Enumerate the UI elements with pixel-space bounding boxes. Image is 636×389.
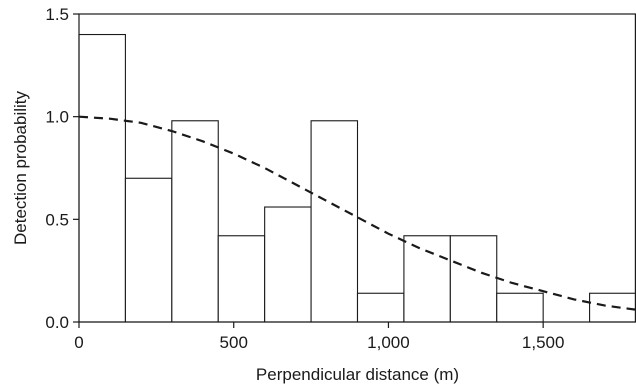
x-axis-title: Perpendicular distance (m) bbox=[256, 365, 459, 384]
histogram-bar bbox=[217, 235, 266, 323]
histogram-bar bbox=[496, 292, 544, 323]
histogram-bar bbox=[356, 292, 405, 323]
detection-function-curve bbox=[78, 115, 636, 311]
y-tick-label: 1.5 bbox=[45, 5, 69, 24]
y-tick-label: 0.0 bbox=[45, 313, 69, 332]
y-tick-label: 0.5 bbox=[45, 210, 69, 229]
histogram-bar bbox=[264, 206, 312, 323]
histogram-bar bbox=[449, 235, 498, 323]
y-axis-ticks: 0.0 0.5 1.0 1.5 bbox=[45, 5, 79, 332]
x-tick-label: 1,000 bbox=[367, 333, 410, 352]
histogram-bar bbox=[310, 120, 359, 323]
histogram-bar bbox=[171, 120, 219, 323]
x-tick-label: 0 bbox=[74, 333, 83, 352]
histogram-bar bbox=[78, 33, 126, 323]
x-tick-label: 1,500 bbox=[522, 333, 565, 352]
y-tick-label: 1.0 bbox=[45, 108, 69, 127]
x-tick-label: 500 bbox=[220, 333, 248, 352]
histogram-bar bbox=[403, 235, 451, 323]
plot-frame bbox=[78, 13, 636, 323]
bars-group bbox=[78, 33, 636, 323]
x-axis-ticks: 0 500 1,000 1,500 bbox=[74, 322, 564, 352]
y-axis-title: Detection probability bbox=[11, 90, 30, 245]
histogram-bar bbox=[124, 177, 173, 323]
